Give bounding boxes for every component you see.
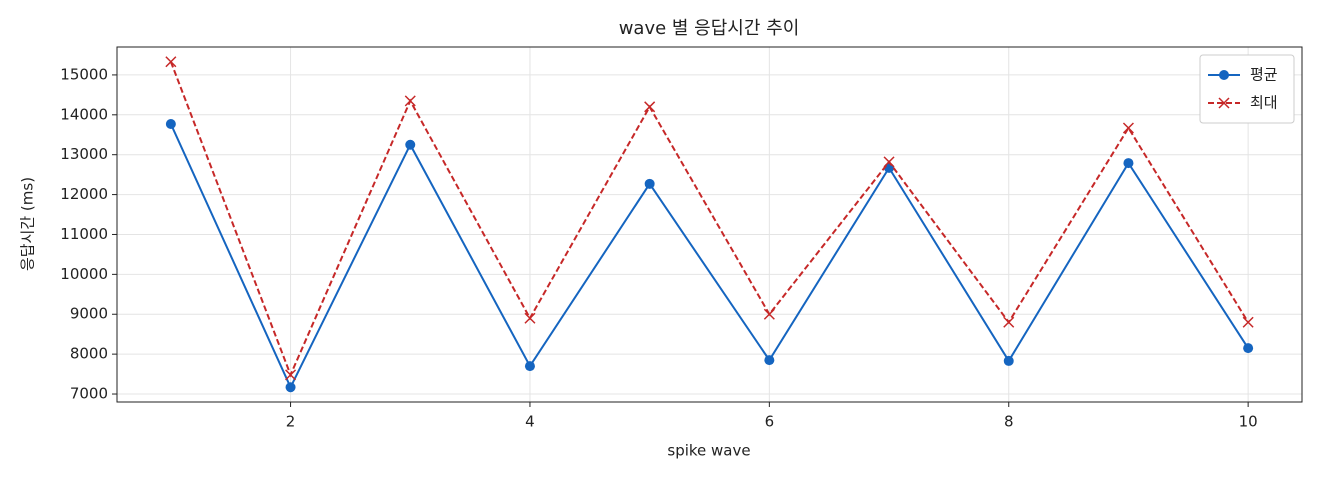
y-axis-label: 응답시간 (ms): [19, 177, 37, 271]
marker: [165, 56, 177, 68]
marker: [764, 355, 775, 366]
marker: [405, 139, 416, 150]
marker: [1003, 316, 1015, 328]
marker: [1123, 158, 1134, 169]
marker: [644, 101, 656, 113]
marker: [285, 369, 297, 381]
marker: [404, 95, 416, 107]
y-tick-label: 9000: [70, 305, 108, 323]
x-tick-label: 2: [286, 413, 296, 431]
marker: [883, 156, 895, 168]
marker: [1243, 343, 1254, 354]
x-tick-label: 8: [1004, 413, 1014, 431]
marker: [165, 118, 176, 129]
y-tick-label: 7000: [70, 385, 108, 403]
x-tick-label: 6: [765, 413, 775, 431]
y-tick-label: 15000: [60, 65, 108, 83]
marker: [285, 382, 296, 393]
legend-marker: [1219, 70, 1229, 80]
y-tick-label: 8000: [70, 345, 108, 363]
marker: [1003, 355, 1014, 366]
legend-box: [1199, 54, 1295, 124]
marker: [524, 312, 536, 324]
legend-label: 최대: [1250, 94, 1278, 112]
y-tick-label: 11000: [60, 225, 108, 243]
legend-label: 평균: [1250, 66, 1278, 84]
legend-marker: [1218, 97, 1230, 109]
x-axis-label: spike wave: [667, 442, 750, 460]
chart-title: wave 별 응답시간 추이: [619, 18, 800, 39]
y-tick-label: 13000: [60, 145, 108, 163]
marker: [1122, 122, 1134, 134]
plot-frame: [116, 46, 1303, 403]
marker: [1242, 316, 1254, 328]
marker: [524, 361, 535, 372]
marker: [763, 308, 775, 320]
marker: [644, 178, 655, 189]
series-line: [169, 61, 1249, 378]
x-tick-label: 4: [525, 413, 535, 431]
x-tick-label: 10: [1239, 413, 1258, 431]
y-tick-label: 10000: [60, 265, 108, 283]
y-tick-label: 14000: [60, 105, 108, 123]
series-line: [169, 123, 1249, 390]
y-tick-label: 12000: [60, 185, 108, 203]
